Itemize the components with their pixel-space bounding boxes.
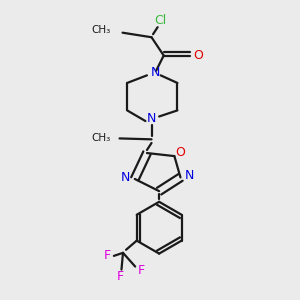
Text: CH₃: CH₃ — [92, 25, 111, 35]
Text: O: O — [176, 146, 185, 159]
Text: F: F — [138, 264, 145, 277]
Text: N: N — [147, 112, 156, 124]
Text: F: F — [116, 270, 124, 283]
Text: Cl: Cl — [154, 14, 167, 27]
Text: O: O — [193, 49, 203, 62]
Text: N: N — [185, 169, 194, 182]
Text: N: N — [151, 66, 160, 79]
Text: N: N — [120, 171, 130, 184]
Text: CH₃: CH₃ — [91, 133, 110, 143]
Text: F: F — [104, 249, 111, 262]
